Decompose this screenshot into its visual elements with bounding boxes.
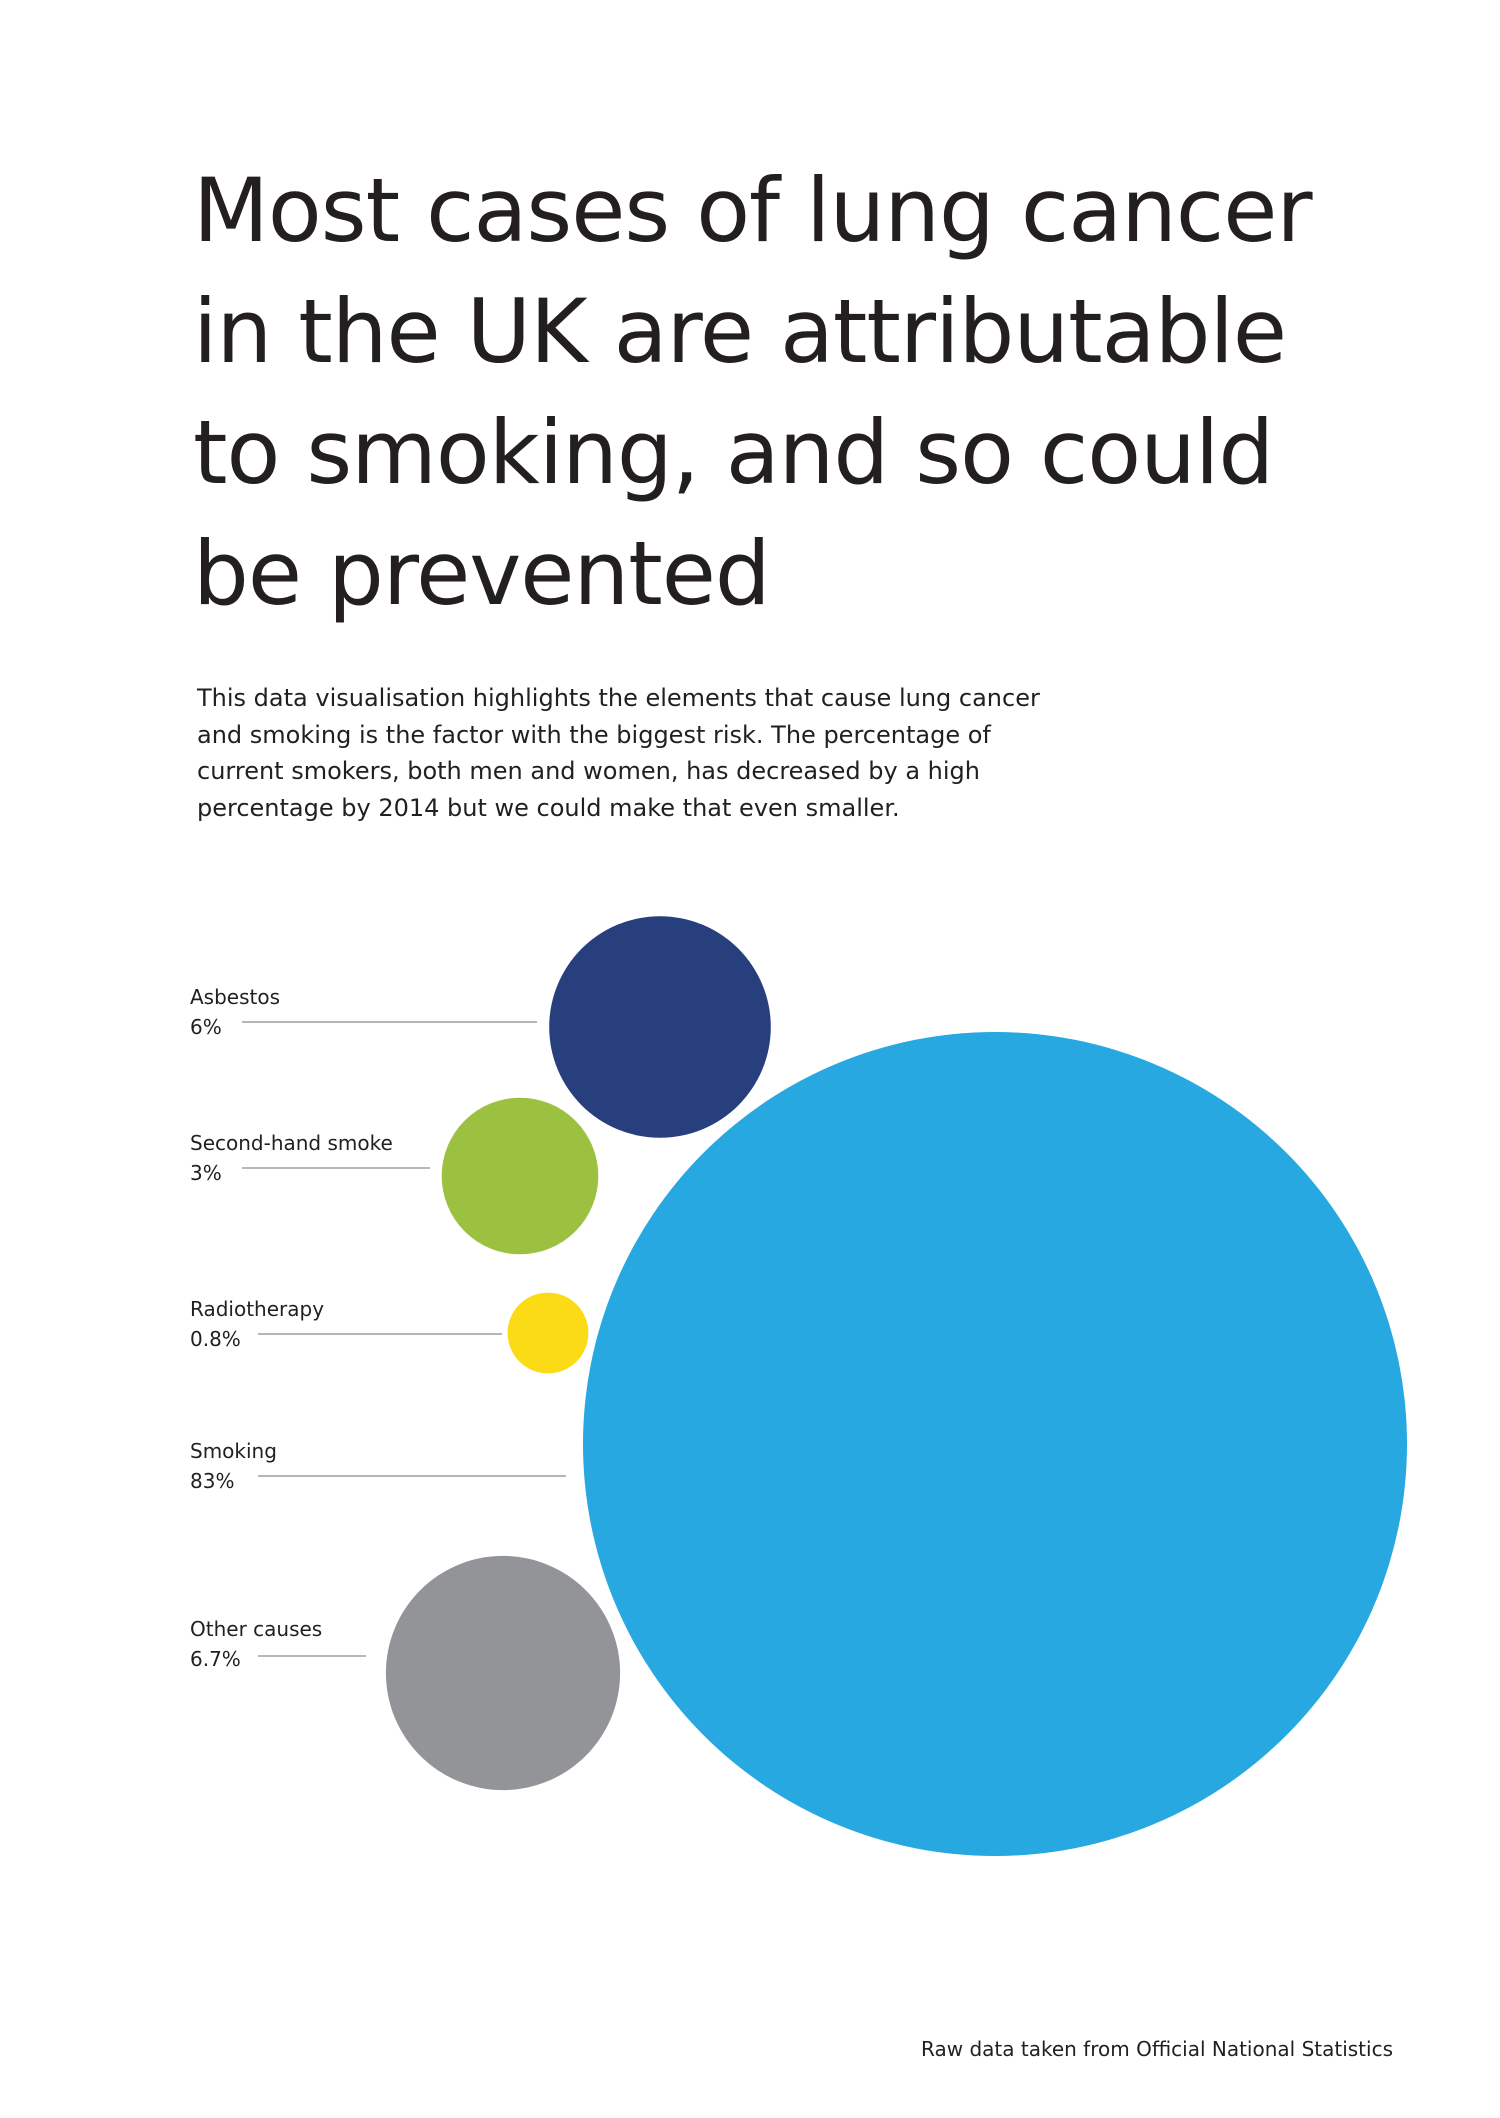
title-line-1: Most cases of lung cancer bbox=[193, 159, 1313, 262]
bubble-asbestos bbox=[549, 916, 771, 1138]
value-label-asbestos: 6% bbox=[190, 1015, 222, 1039]
intro-line-1: This data visualisation highlights the e… bbox=[197, 684, 1040, 712]
label-other-causes: Other causes bbox=[190, 1617, 322, 1641]
label-second-hand-smoke: Second-hand smoke bbox=[190, 1131, 393, 1155]
intro-paragraph: This data visualisation highlights the e… bbox=[197, 680, 1097, 826]
title-line-3: to smoking, and so could bbox=[193, 401, 1274, 504]
label-radiotherapy: Radiotherapy bbox=[190, 1297, 324, 1321]
page-title: Most cases of lung cancer in the UK are … bbox=[193, 150, 1313, 634]
title-line-4: be prevented bbox=[193, 522, 771, 625]
value-label-smoking: 83% bbox=[190, 1469, 234, 1493]
bubble-other-causes bbox=[385, 1555, 621, 1791]
source-note: Raw data taken from Official National St… bbox=[921, 2037, 1393, 2061]
value-label-radiotherapy: 0.8% bbox=[190, 1327, 241, 1351]
bubble-second-hand-smoke bbox=[441, 1097, 599, 1255]
bubble-radiotherapy bbox=[507, 1292, 589, 1374]
intro-line-4: percentage by 2014 but we could make tha… bbox=[197, 793, 900, 822]
value-label-second-hand-smoke: 3% bbox=[190, 1161, 222, 1185]
label-smoking: Smoking bbox=[190, 1439, 277, 1463]
intro-line-2: and smoking is the factor with the bigge… bbox=[197, 720, 991, 749]
intro-line-3: current smokers, both men and women, has… bbox=[197, 757, 980, 785]
bubble-smoking bbox=[583, 1032, 1407, 1856]
title-line-2: in the UK are attributable bbox=[193, 280, 1287, 383]
label-asbestos: Asbestos bbox=[190, 985, 280, 1009]
value-label-other-causes: 6.7% bbox=[190, 1647, 241, 1671]
